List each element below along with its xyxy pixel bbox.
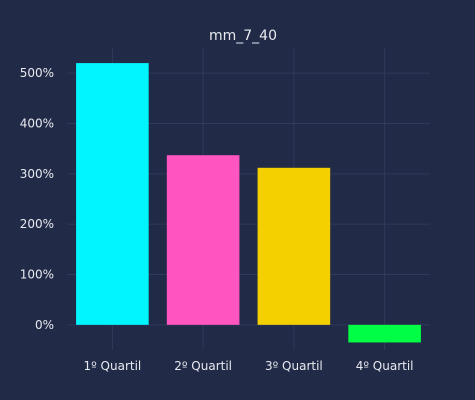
y-axis-ticks: 0% 100% 200% 300% 400% 500%	[20, 66, 54, 332]
bar-2	[166, 155, 240, 325]
x-tick-label: 1º Quartil	[83, 359, 141, 373]
x-axis-ticks: 1º Quartil 2º Quartil 3º Quartil 4º Quartil	[83, 359, 413, 373]
y-tick-label: 300%	[20, 167, 54, 181]
chart-title: mm_7_40	[209, 28, 277, 44]
y-tick-label: 400%	[20, 117, 54, 131]
x-tick-label: 3º Quartil	[265, 359, 323, 373]
y-tick-label: 100%	[20, 268, 54, 282]
x-tick-label: 4º Quartil	[356, 359, 414, 373]
bars	[76, 63, 421, 343]
y-tick-label: 200%	[20, 217, 54, 231]
y-tick-label: 0%	[35, 318, 54, 332]
grid-vertical	[111, 48, 386, 350]
x-tick-label: 2º Quartil	[174, 359, 232, 373]
bar-3	[257, 167, 331, 325]
bar-1	[76, 63, 149, 325]
y-tick-label: 500%	[20, 66, 54, 80]
bar-4	[348, 324, 421, 343]
